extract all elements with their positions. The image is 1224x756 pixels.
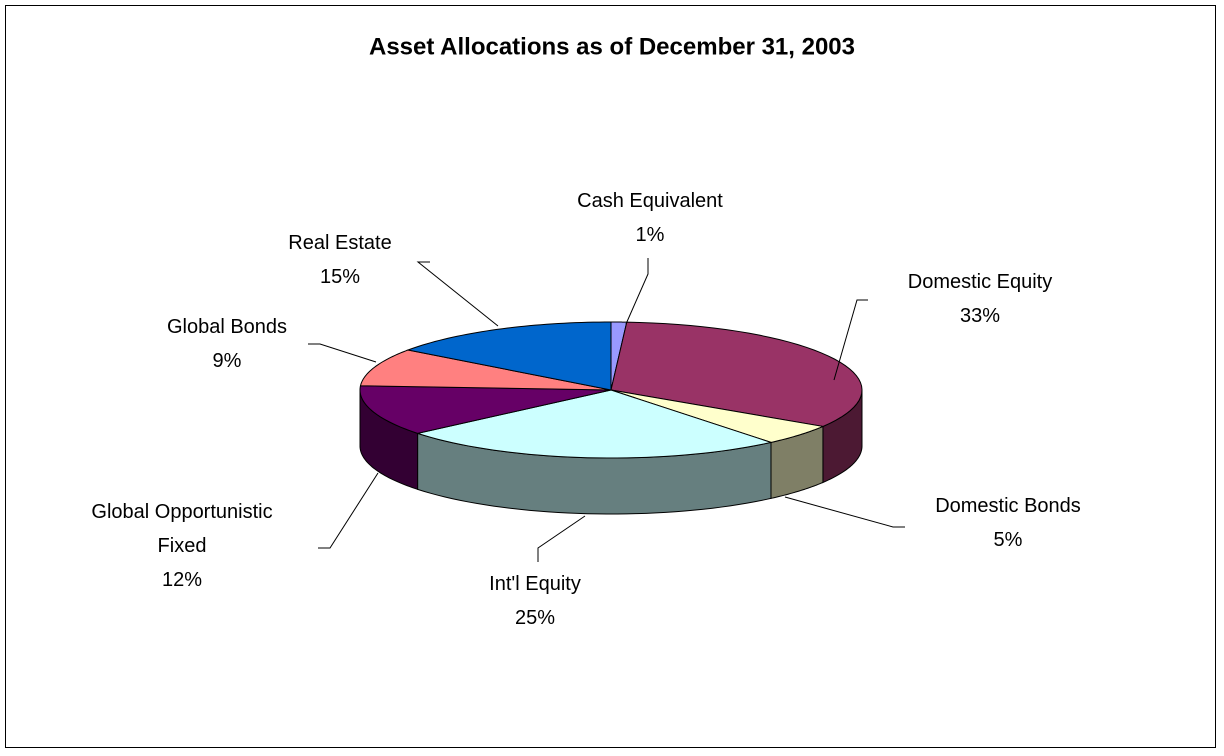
leader-line: [318, 472, 379, 549]
slice-label: Cash Equivalent 1%: [520, 184, 780, 252]
slice-value: 1%: [635, 224, 665, 246]
slice-name: Real Estate: [288, 232, 392, 254]
slice-label: Domestic Equity 33%: [850, 265, 1110, 333]
slice-label: Domestic Bonds 5%: [878, 489, 1138, 557]
leader-line: [308, 343, 377, 363]
pie-tops: [359, 321, 863, 459]
leader-line: [537, 515, 586, 562]
slice-label: Global Opportunistic Fixed 12%: [67, 495, 297, 597]
slice-name: Domestic Bonds: [935, 495, 1081, 517]
pie-slice: [406, 321, 612, 391]
chart-title: Asset Allocations as of December 31, 200…: [369, 33, 855, 60]
slice-name: Cash Equivalent: [577, 190, 723, 212]
slice-value: 25%: [514, 607, 556, 629]
slice-label: Real Estate 15%: [210, 226, 470, 294]
pie-sides: [359, 389, 863, 515]
leader-line: [416, 261, 499, 327]
slice-label: Int'l Equity 25%: [405, 567, 665, 635]
slice-name: Int'l Equity: [489, 573, 581, 595]
slice-value: 33%: [959, 305, 1001, 327]
leader-line: [784, 496, 905, 528]
slice-name: Domestic Equity: [907, 271, 1053, 293]
slice-name: Global Bonds: [166, 316, 288, 338]
slice-value: 9%: [212, 350, 242, 372]
leader-line: [625, 258, 649, 325]
pie-slice: [359, 385, 612, 434]
slice-name: Global Opportunistic Fixed: [91, 501, 273, 557]
pie-slice: [359, 349, 612, 391]
slice-value: 5%: [993, 529, 1023, 551]
slice-value: 12%: [161, 569, 203, 591]
slice-label: Global Bonds 9%: [97, 310, 357, 378]
leader-lines: [308, 258, 905, 562]
pie-slice: [610, 389, 825, 443]
pie-slice: [415, 389, 773, 459]
slice-value: 15%: [319, 266, 361, 288]
leader-line: [833, 299, 868, 381]
